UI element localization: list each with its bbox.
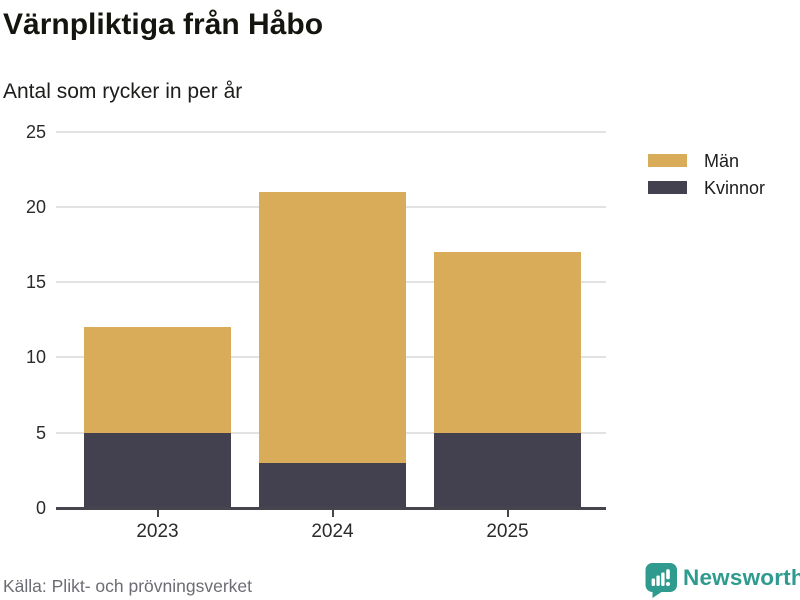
y-tick-label: 5: [35, 422, 46, 443]
x-tick: [506, 510, 509, 517]
bar-chart-speech-bubble-icon: [645, 563, 677, 598]
x-axis-line: [56, 507, 606, 510]
legend-swatch-women: [648, 181, 687, 194]
x-tick: [156, 510, 159, 517]
x-tick-label-2023: 2023: [136, 521, 179, 542]
legend-swatch-men: [648, 154, 687, 167]
bar-segment-men-2025: [434, 251, 581, 433]
brand-logo: Newsworthy: [645, 563, 800, 598]
chart-subtitle: Antal som rycker in per år: [3, 80, 243, 103]
chart-legend: Män Kvinnor: [648, 150, 765, 204]
page-title: Värnpliktiga från Håbo: [3, 8, 324, 41]
legend-label-men: Män: [704, 150, 740, 171]
y-tick-label: 15: [25, 272, 46, 293]
x-tick-label-2025: 2025: [486, 521, 529, 542]
bar-segment-women-2023: [84, 432, 231, 508]
y-tick-label: 10: [25, 347, 46, 368]
y-tick-label: 25: [25, 121, 46, 142]
y-tick-label: 20: [25, 196, 46, 217]
legend-item-women: Kvinnor: [648, 177, 765, 198]
gridline-25: [56, 130, 606, 133]
bar-segment-women-2024: [259, 462, 406, 508]
legend-item-men: Män: [648, 150, 765, 171]
bar-segment-men-2023: [84, 327, 231, 433]
x-tick-label-2024: 2024: [311, 521, 354, 542]
y-tick-label: 0: [35, 498, 46, 518]
source-attribution: Källa: Plikt- och prövningsverket: [3, 576, 252, 596]
bar-segment-women-2025: [434, 432, 581, 508]
bar-segment-men-2024: [259, 191, 406, 463]
x-tick: [331, 510, 334, 517]
legend-label-women: Kvinnor: [704, 177, 766, 198]
brand-name: Newsworthy: [683, 565, 800, 590]
